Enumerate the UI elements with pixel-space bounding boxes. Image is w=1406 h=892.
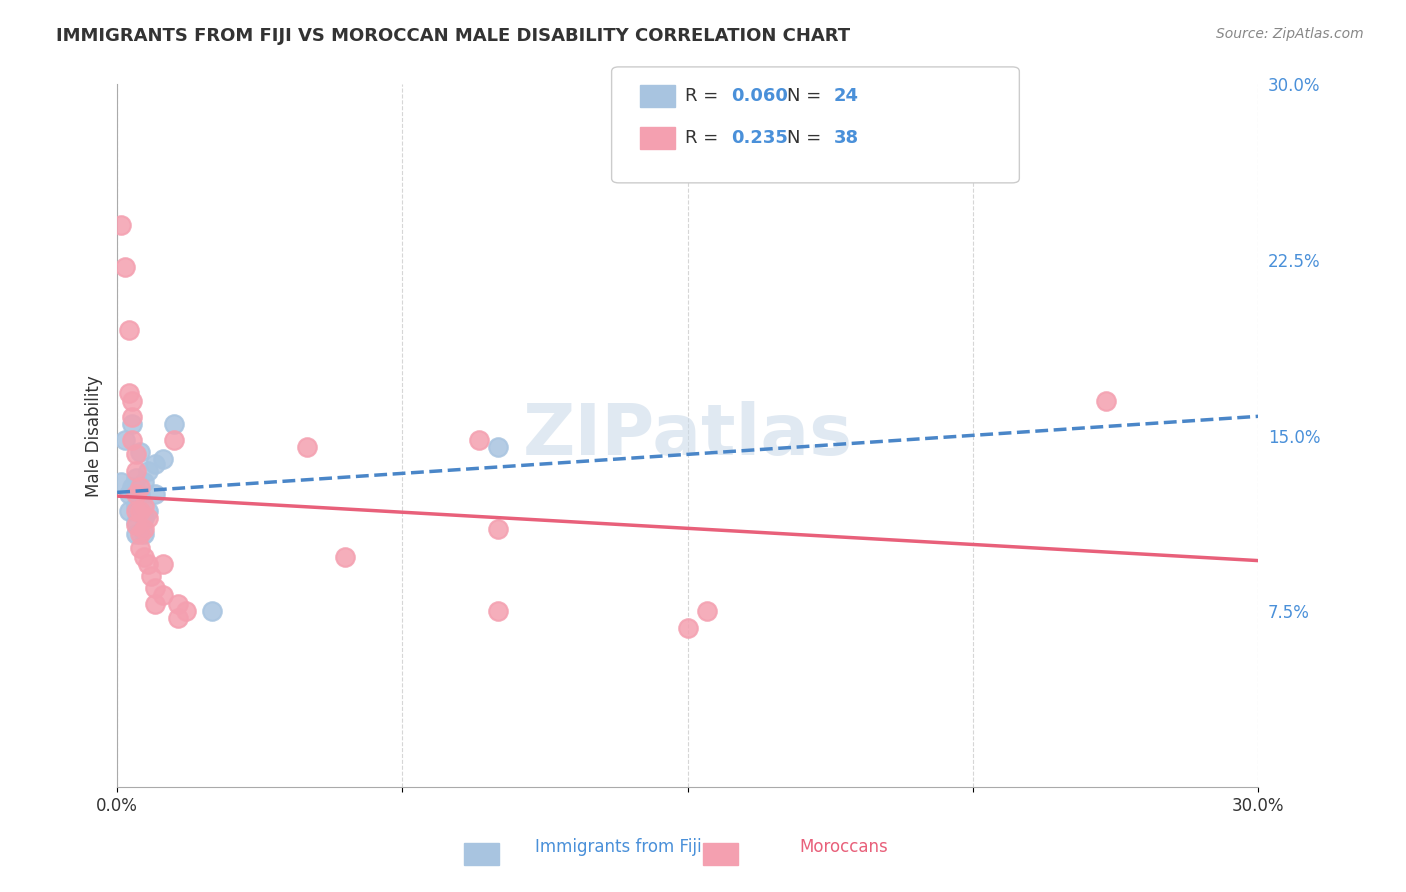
Point: [125, 464, 148, 478]
Point: [125, 447, 148, 461]
Point: [117, 386, 139, 401]
Point: [136, 464, 159, 478]
Point: [129, 503, 152, 517]
Point: [136, 558, 159, 572]
Text: IMMIGRANTS FROM FIJI VS MOROCCAN MALE DISABILITY CORRELATION CHART: IMMIGRANTS FROM FIJI VS MOROCCAN MALE DI…: [56, 27, 851, 45]
Point: [129, 480, 152, 494]
Point: [117, 323, 139, 337]
Point: [163, 434, 186, 448]
Point: [121, 393, 143, 408]
Point: [1095, 393, 1118, 408]
Point: [117, 503, 139, 517]
Point: [143, 487, 166, 501]
Point: [143, 457, 166, 471]
Point: [125, 527, 148, 541]
Text: R =: R =: [685, 87, 724, 105]
Point: [129, 527, 152, 541]
Point: [121, 480, 143, 494]
Text: N =: N =: [787, 87, 827, 105]
Point: [676, 621, 699, 635]
Point: [114, 260, 136, 274]
Point: [696, 604, 718, 618]
Point: [486, 441, 509, 455]
Point: [174, 604, 197, 618]
Point: [110, 218, 132, 232]
Point: [152, 588, 174, 602]
Y-axis label: Male Disability: Male Disability: [86, 375, 103, 497]
Point: [121, 417, 143, 431]
Text: 38: 38: [834, 129, 859, 147]
Point: [129, 503, 152, 517]
Point: [125, 517, 148, 532]
Text: 0.235: 0.235: [731, 129, 787, 147]
Point: [117, 487, 139, 501]
Text: Immigrants from Fiji: Immigrants from Fiji: [536, 838, 702, 856]
Point: [143, 597, 166, 611]
Point: [132, 510, 155, 524]
Text: 24: 24: [834, 87, 859, 105]
Text: N =: N =: [787, 129, 827, 147]
Point: [114, 434, 136, 448]
Point: [335, 550, 357, 565]
Point: [121, 409, 143, 424]
Point: [125, 487, 148, 501]
Point: [125, 471, 148, 485]
Point: [129, 445, 152, 459]
Point: [110, 475, 132, 490]
Point: [141, 569, 163, 583]
Point: [132, 527, 155, 541]
Text: Source: ZipAtlas.com: Source: ZipAtlas.com: [1216, 27, 1364, 41]
Point: [129, 487, 152, 501]
Point: [132, 550, 155, 565]
Point: [136, 510, 159, 524]
Point: [121, 434, 143, 448]
Text: R =: R =: [685, 129, 724, 147]
Text: 0.060: 0.060: [731, 87, 787, 105]
Point: [152, 558, 174, 572]
Point: [167, 597, 190, 611]
Point: [125, 516, 148, 530]
Point: [167, 611, 190, 625]
Point: [143, 581, 166, 595]
Text: Moroccans: Moroccans: [799, 838, 889, 856]
Point: [132, 475, 155, 490]
Text: ZIPatlas: ZIPatlas: [523, 401, 853, 470]
Point: [152, 452, 174, 467]
Point: [201, 604, 224, 618]
Point: [467, 434, 489, 448]
Point: [125, 499, 148, 513]
Point: [297, 441, 319, 455]
Point: [125, 503, 148, 517]
Point: [136, 503, 159, 517]
Point: [132, 522, 155, 536]
Point: [129, 541, 152, 555]
Point: [163, 417, 186, 431]
Point: [486, 522, 509, 536]
Point: [132, 499, 155, 513]
Point: [486, 604, 509, 618]
